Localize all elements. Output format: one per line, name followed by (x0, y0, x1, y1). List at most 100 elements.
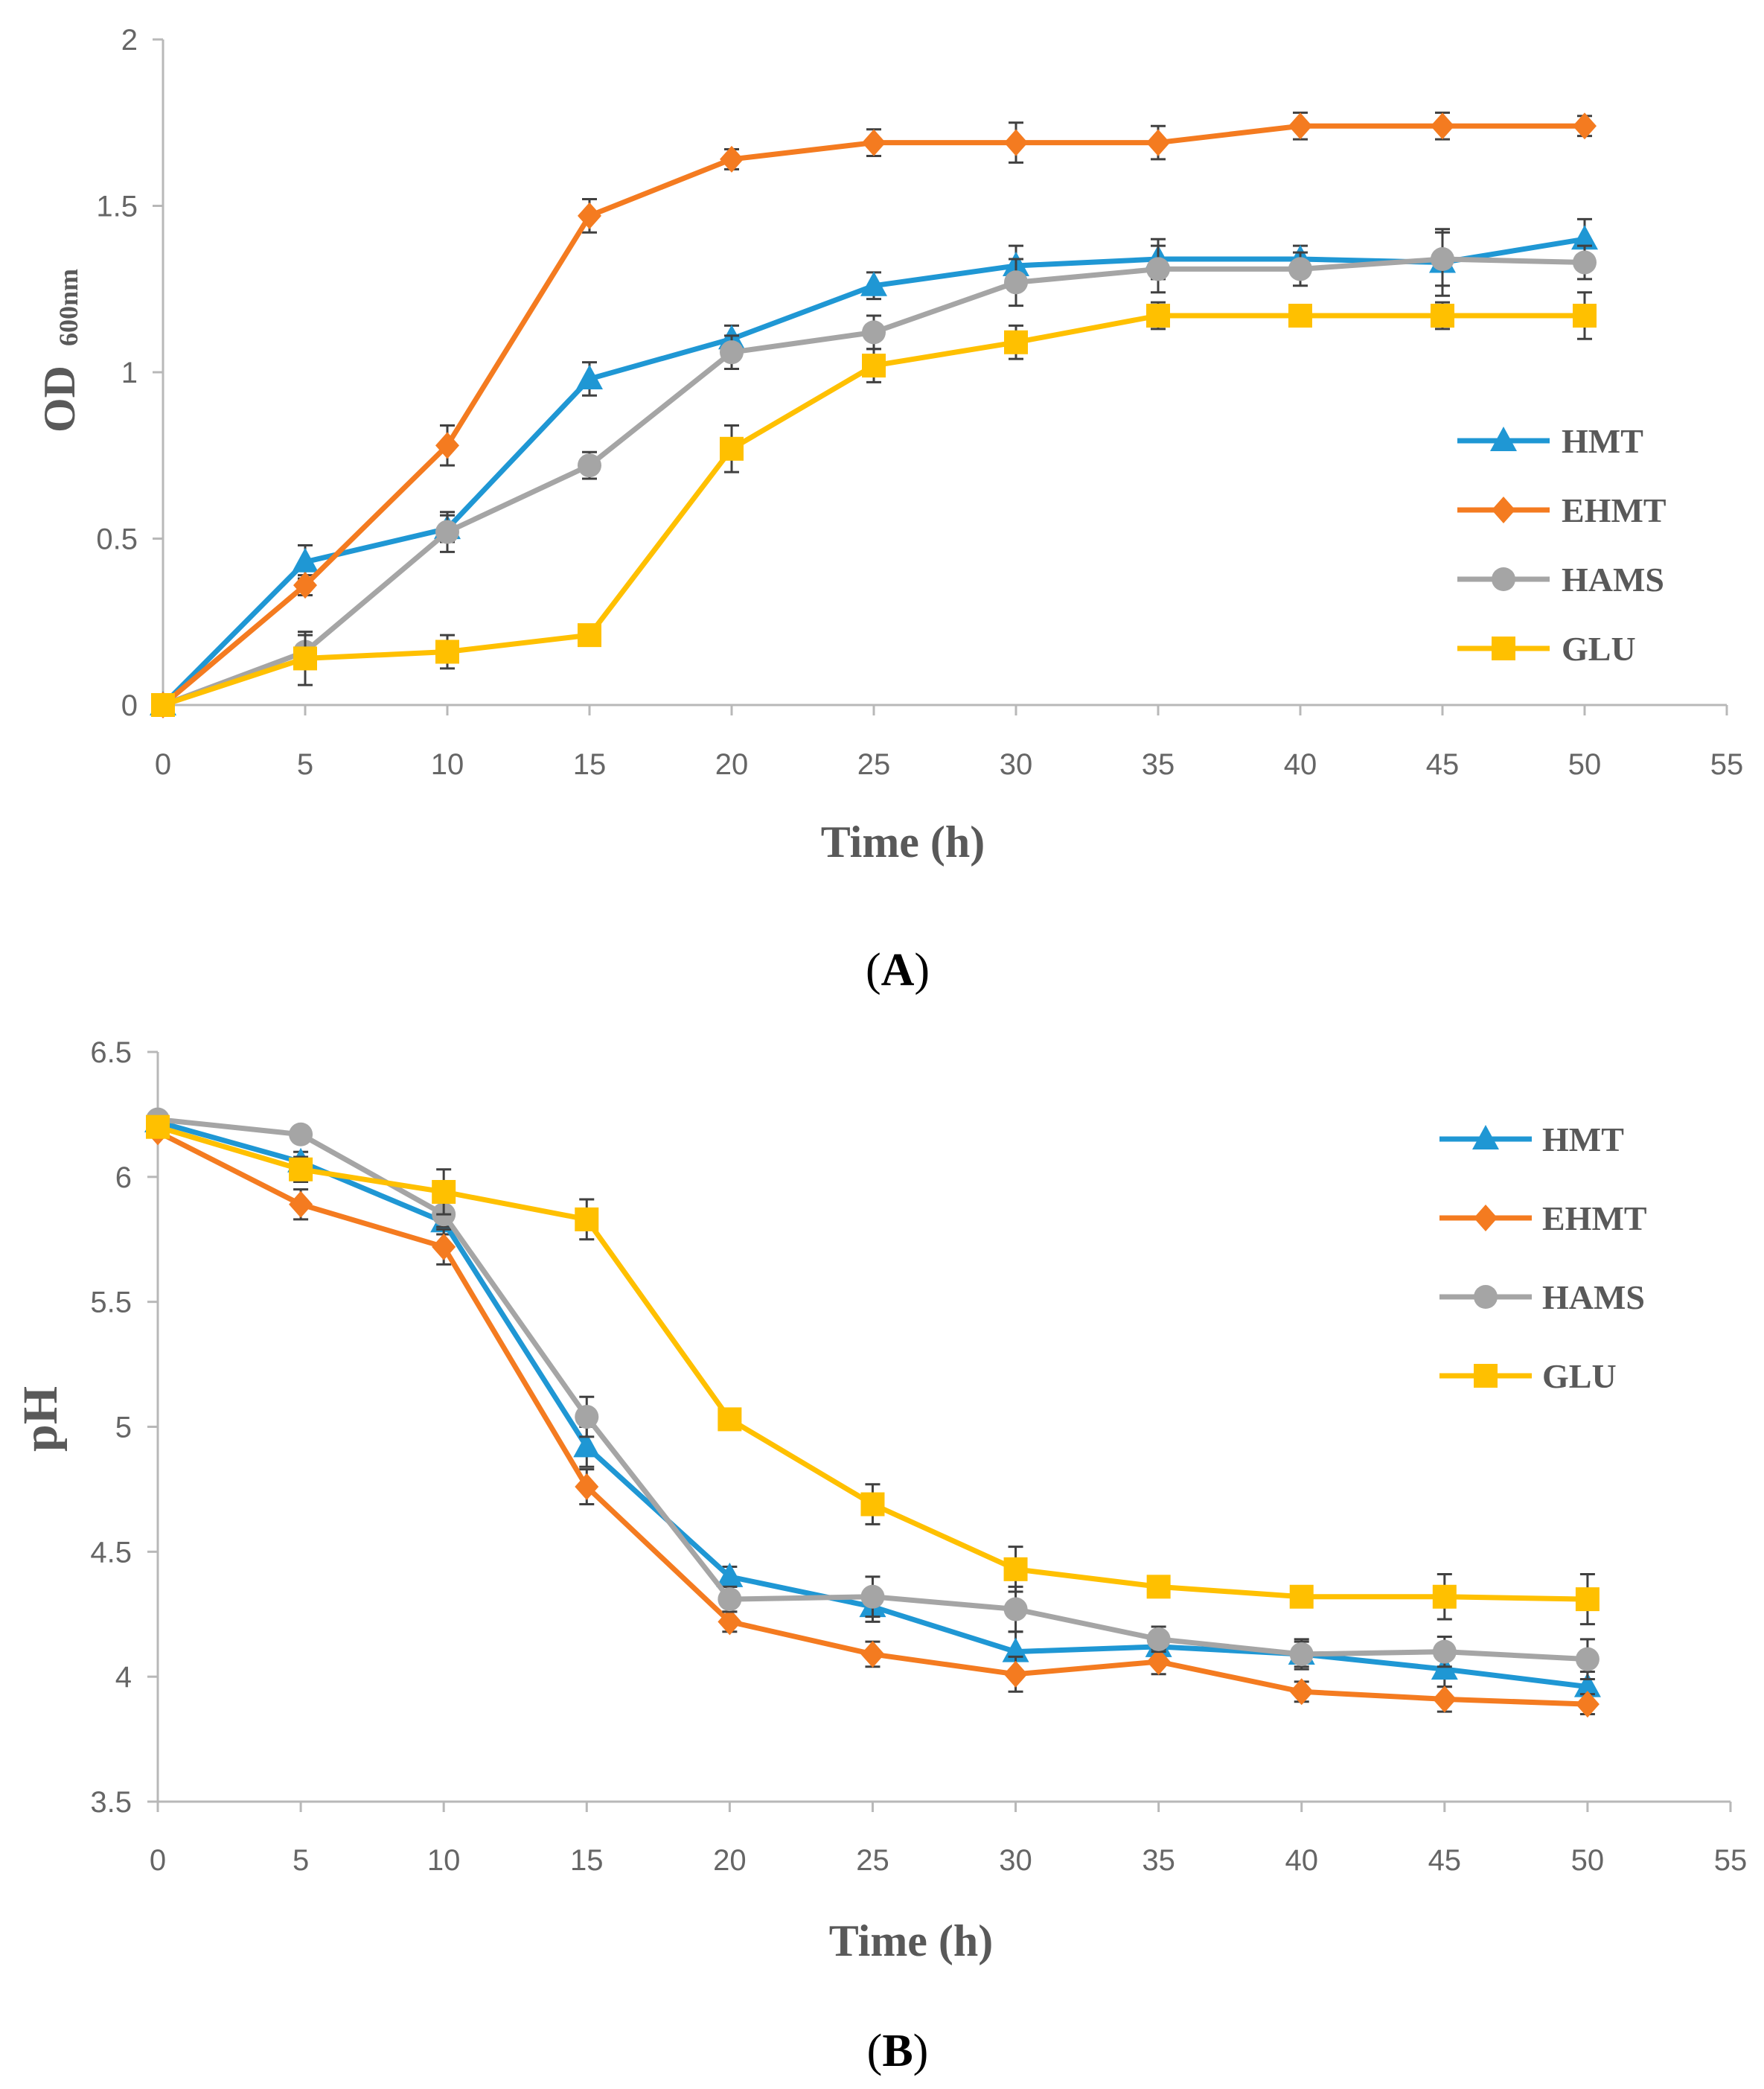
panel-a-y-axis-title-subscript: 600nm (54, 269, 83, 346)
panel-b-hams-point (718, 1587, 742, 1612)
panel-b-hmt-point (1573, 1672, 1601, 1697)
panel-a-legend-item-glu: GLU (1457, 630, 1636, 668)
panel-a-x-tick-label: 30 (1000, 748, 1033, 781)
panel-b-x-tick-label: 40 (1285, 1844, 1318, 1877)
panel-a-glu-point (1573, 304, 1597, 328)
panel-a-legend-swatch-marker (1490, 427, 1517, 451)
panel-b-ehmt-point (1432, 1685, 1457, 1713)
panel-a-legend-swatch-marker (1492, 497, 1515, 523)
panel-b-series (144, 1107, 1601, 1718)
panel-a-ehmt-point (1004, 129, 1028, 156)
panel-b-y-tick-label: 4.5 (90, 1536, 132, 1569)
panel-b-legend-label: HMT (1542, 1120, 1624, 1158)
panel-a-y-tick-label: 1 (121, 357, 138, 389)
panel-a-y-tick-label: 0.5 (96, 523, 138, 556)
panel-b-legend-item-glu: GLU (1439, 1357, 1617, 1395)
panel-a-x-axis-title: Time (h) (821, 817, 985, 867)
panel-b-legend-swatch-marker (1472, 1125, 1499, 1149)
panel-a-glu-point (293, 646, 317, 671)
panel-a-hams-point (1288, 257, 1312, 281)
panel-a-series (150, 111, 1598, 718)
panel-b-y-axis-title: pH (13, 1386, 68, 1452)
panel-b-series-ehmt (146, 1118, 1600, 1718)
panel-b-legend-swatch-marker (1474, 1285, 1498, 1309)
panel-b-hams-point (1146, 1627, 1171, 1651)
panel-b-label: (B) (867, 2026, 929, 2076)
panel-a-legend-item-hams: HAMS (1457, 561, 1664, 599)
panel-b-y-axis-title-main: pH (13, 1386, 68, 1452)
panel-b-chart: 0 5 10 15 20 25 30 35 40 45 50 55 3.5 4 4.5 5 5.5 6 6.5 T… (13, 1036, 1747, 2076)
panel-b-hams-point (575, 1405, 599, 1429)
panel-a-x-tick-label: 20 (715, 748, 749, 781)
panel-a-y-axis-title: OD 600nm (35, 269, 84, 433)
panel-a-legend-swatch-marker (1492, 637, 1515, 660)
panel-a-glu-point (578, 623, 601, 648)
panel-a-hmt-point (1571, 225, 1598, 250)
panel-b-x-tick-label: 10 (427, 1844, 461, 1877)
panel-a-series-hams (151, 231, 1597, 717)
panel-a-hams-point (435, 520, 459, 544)
panel-a-hams-point (578, 453, 601, 478)
panel-a-y-axis-title-main: OD (35, 366, 84, 433)
panel-b-y-tick-label: 5.5 (90, 1286, 132, 1319)
panel-b-x-tick-label: 55 (1714, 1844, 1748, 1877)
panel-b-ehmt-point (1003, 1660, 1028, 1688)
panel-b-glu-point (718, 1407, 742, 1432)
panel-b-x-tick-label: 20 (713, 1844, 747, 1877)
panel-a-x-tick-labels: 0 5 10 15 20 25 30 35 40 45 50 55 (155, 748, 1743, 781)
svg-text:OD 600nm: OD 600nm (35, 269, 84, 433)
panel-a-ehmt-point (293, 572, 317, 599)
panel-a-series-ehmt (151, 111, 1597, 718)
panel-b-glu-point (1146, 1575, 1171, 1599)
panel-b-x-axis-title: Time (h) (829, 1916, 994, 1965)
panel-a-x-tick-label: 25 (857, 748, 891, 781)
panel-b-ehmt-point (1575, 1691, 1600, 1718)
panel-b-legend: HMT EHMT HAMS GLU (1439, 1120, 1647, 1395)
panel-b-glu-point (1289, 1584, 1314, 1609)
panel-a-legend-label: HMT (1562, 422, 1643, 460)
panel-b-x-tick-label: 0 (150, 1844, 166, 1877)
panel-a-chart: 0 5 10 15 20 25 30 35 40 45 50 55 0 0.5 1 1.5 2 Time (h… (35, 24, 1743, 995)
panel-b-series-hams (146, 1107, 1600, 1681)
panel-b-hams-point (860, 1584, 885, 1609)
panel-a-x-tick-label: 40 (1284, 748, 1317, 781)
panel-b-legend-label: EHMT (1542, 1199, 1647, 1237)
panel-a-legend-swatch-marker (1492, 567, 1515, 591)
panel-b-y-tick-label: 6 (115, 1161, 132, 1194)
panel-a-hams-point (862, 320, 886, 345)
panel-b-hams-point (1575, 1647, 1600, 1671)
panel-b-ehmt-point (860, 1640, 885, 1668)
panel-b-x-tick-label: 30 (999, 1844, 1032, 1877)
panel-a-hams-point (1431, 247, 1454, 272)
panel-a-y-tick-label: 0 (121, 689, 138, 722)
panel-b-glu-point (289, 1157, 313, 1181)
panel-a-series-glu (151, 291, 1597, 717)
panel-b-x-tick-label: 35 (1142, 1844, 1175, 1877)
panel-a-x-tick-label: 55 (1710, 748, 1744, 781)
panel-b-glu-point (860, 1492, 885, 1516)
panel-a-axes (153, 38, 1728, 715)
panel-a-ehmt-line (161, 123, 1585, 707)
panel-a-glu-point (1288, 304, 1312, 328)
panel-a-hmt-point (292, 547, 319, 573)
panel-b-legend-label: HAMS (1542, 1278, 1645, 1316)
panel-a-glu-point (435, 640, 459, 664)
panel-b-x-tick-label: 50 (1571, 1844, 1605, 1877)
panel-a-ehmt-point (1573, 112, 1597, 140)
panel-b-legend-swatch-marker (1474, 1364, 1498, 1388)
panel-b-y-tick-label: 5 (115, 1412, 132, 1444)
panel-b-legend-item-hams: HAMS (1439, 1278, 1645, 1316)
panel-b-hams-point (289, 1122, 313, 1146)
panel-a-ehmt-point (1288, 112, 1312, 140)
panel-a-legend: HMT EHMT HAMS GLU (1457, 422, 1666, 668)
panel-b-ehmt-point (289, 1190, 313, 1218)
panel-a-series-hmt (150, 217, 1598, 715)
panel-b-hmt-point (716, 1562, 744, 1587)
panel-b-legend-swatch-marker (1474, 1205, 1498, 1231)
panel-b-x-tick-label: 25 (856, 1844, 889, 1877)
panel-a-hams-point (1146, 257, 1170, 281)
panel-a-y-tick-label: 2 (121, 24, 138, 57)
panel-a-label: (A) (866, 945, 930, 995)
panel-a-glu-point (862, 354, 886, 378)
panel-b-glu-line (157, 1124, 1588, 1602)
